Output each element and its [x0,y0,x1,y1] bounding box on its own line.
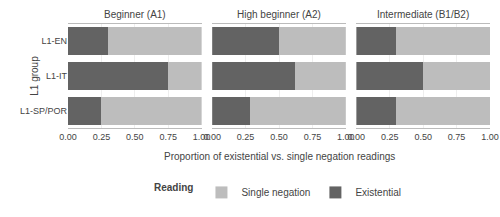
svg-text:L1-EN: L1-EN [41,36,67,46]
svg-text:Proportion of existential vs.: Proportion of existential vs. single neg… [164,151,395,162]
svg-text:0.25: 0.25 [237,132,255,142]
svg-text:0.50: 0.50 [126,132,144,142]
svg-text:Beginner (A1): Beginner (A1) [104,9,166,20]
svg-text:High beginner (A2): High beginner (A2) [237,9,321,20]
svg-text:Single negation: Single negation [241,187,310,198]
svg-text:1.00: 1.00 [481,132,499,142]
svg-text:0.75: 0.75 [448,132,466,142]
svg-text:1.00: 1.00 [193,132,211,142]
svg-text:1.00: 1.00 [337,132,355,142]
svg-text:0.00: 0.00 [203,132,221,142]
svg-text:0.00: 0.00 [59,132,77,142]
svg-text:Reading: Reading [154,182,193,193]
svg-text:0.25: 0.25 [381,132,399,142]
svg-text:Intermediate (B1/B2): Intermediate (B1/B2) [377,9,469,20]
svg-text:0.50: 0.50 [414,132,432,142]
svg-text:0.25: 0.25 [93,132,111,142]
svg-text:L1-IT: L1-IT [46,71,68,81]
svg-text:0.00: 0.00 [348,132,366,142]
svg-text:L1-SP/POR: L1-SP/POR [20,106,68,116]
svg-text:Existential: Existential [355,187,401,198]
svg-text:0.50: 0.50 [270,132,288,142]
svg-text:0.75: 0.75 [159,132,177,142]
svg-text:0.75: 0.75 [304,132,322,142]
svg-text:L1 group: L1 group [29,56,40,96]
